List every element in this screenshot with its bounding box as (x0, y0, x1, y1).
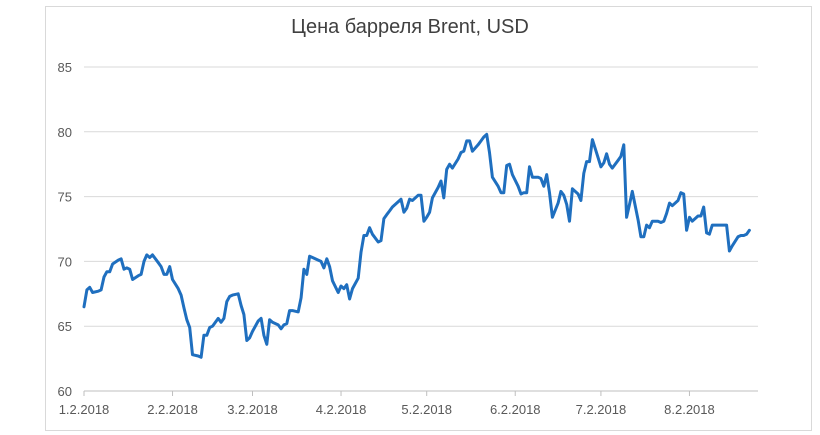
x-tick-label-1: 2.2.2018 (147, 402, 198, 417)
chart-frame (45, 6, 812, 431)
chart-title: Цена барреля Brent, USD (291, 16, 529, 38)
y-tick-label-60: 60 (58, 384, 72, 399)
y-tick-label-85: 85 (58, 60, 72, 75)
x-tick-label-0: 1.2.2018 (59, 402, 110, 417)
series-group (82, 132, 751, 359)
x-axis: 1.2.2018 2.2.2018 3.2.2018 4.2.2018 5.2.2018… (59, 390, 758, 417)
x-tick-label-5: 6.2.2018 (490, 402, 541, 417)
y-tick-label-70: 70 (58, 254, 72, 269)
x-tick-label-2: 3.2.2018 (227, 402, 278, 417)
series-line-0 (82, 132, 751, 359)
y-tick-label-80: 80 (58, 125, 72, 140)
x-tick-label-4: 5.2.2018 (401, 402, 452, 417)
y-tick-label-75: 75 (58, 190, 72, 205)
x-tick-label-7: 8.2.2018 (664, 402, 715, 417)
y-axis-labels: 60 65 70 75 80 85 (58, 60, 72, 399)
x-tick-label-6: 7.2.2018 (576, 402, 627, 417)
y-tick-label-65: 65 (58, 319, 72, 334)
x-tick-label-3: 4.2.2018 (316, 402, 367, 417)
